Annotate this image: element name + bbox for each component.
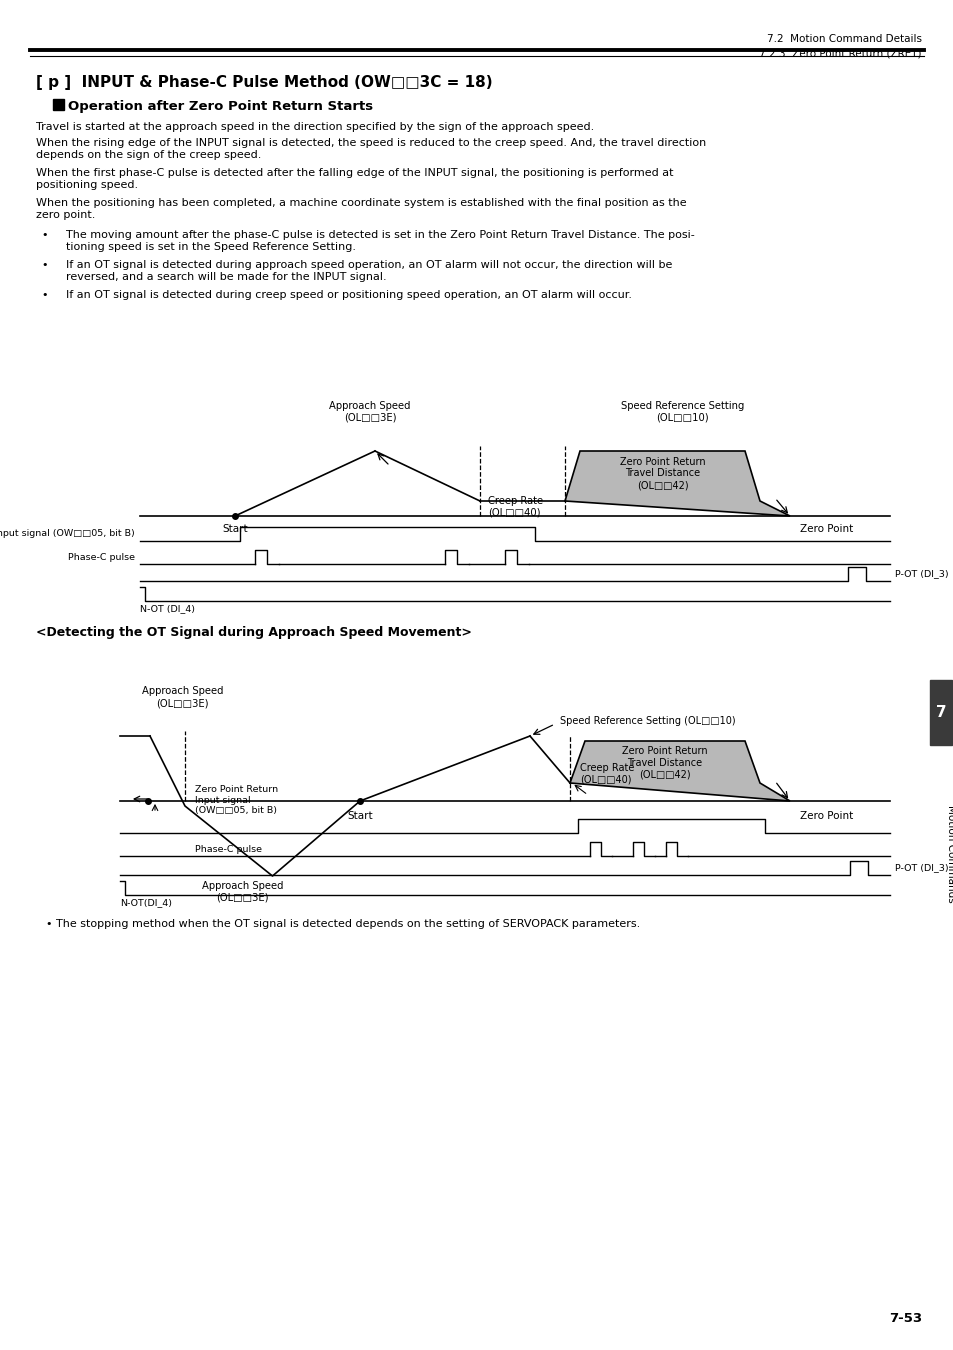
Text: If an OT signal is detected during approach speed operation, an OT alarm will no: If an OT signal is detected during appro… (66, 261, 672, 282)
Text: Creep Rate
(OL□□40): Creep Rate (OL□□40) (488, 495, 542, 517)
Text: Phase-C pulse: Phase-C pulse (68, 552, 135, 562)
Text: The stopping method when the OT signal is detected depends on the setting of SER: The stopping method when the OT signal i… (56, 919, 639, 929)
Polygon shape (564, 451, 789, 516)
Text: Motion Commands: Motion Commands (945, 805, 953, 903)
Text: Zero Point Return
Input signal
(OW□□05, bit B): Zero Point Return Input signal (OW□□05, … (194, 786, 278, 815)
Text: 7: 7 (935, 705, 945, 720)
Text: Travel is started at the approach speed in the direction specified by the sign o: Travel is started at the approach speed … (36, 122, 594, 132)
Text: 7.2.3  Zero Point Return (ZRET): 7.2.3 Zero Point Return (ZRET) (759, 49, 921, 58)
Text: P-OT (DI_3): P-OT (DI_3) (894, 864, 947, 872)
Text: Zero Point Return
Travel Distance
(OL□□42): Zero Point Return Travel Distance (OL□□4… (619, 456, 704, 490)
Text: Zero Point: Zero Point (800, 811, 852, 821)
Text: Start: Start (347, 811, 373, 821)
Text: When the positioning has been completed, a machine coordinate system is establis: When the positioning has been completed,… (36, 198, 686, 220)
Text: •: • (42, 261, 48, 270)
Text: Approach Speed
(OL□□3E): Approach Speed (OL□□3E) (329, 401, 411, 423)
Text: <Detecting the OT Signal during Approach Speed Movement>: <Detecting the OT Signal during Approach… (36, 626, 472, 639)
Text: The moving amount after the phase-C pulse is detected is set in the Zero Point R: The moving amount after the phase-C puls… (66, 231, 694, 252)
Text: N-OT (DI_4): N-OT (DI_4) (140, 603, 194, 613)
Polygon shape (569, 741, 789, 801)
Text: Creep Rate
(OL□□40): Creep Rate (OL□□40) (579, 763, 634, 784)
Text: Zero Point: Zero Point (800, 524, 852, 535)
Text: Zero Point Return Input signal (OW□□05, bit B): Zero Point Return Input signal (OW□□05, … (0, 529, 135, 539)
Text: •: • (42, 290, 48, 301)
Text: If an OT signal is detected during creep speed or positioning speed operation, a: If an OT signal is detected during creep… (66, 290, 631, 301)
Text: Approach Speed
(OL□□3E): Approach Speed (OL□□3E) (201, 882, 283, 903)
Text: 7.2  Motion Command Details: 7.2 Motion Command Details (766, 34, 921, 45)
Text: •: • (46, 919, 52, 929)
Text: When the first phase-C pulse is detected after the falling edge of the INPUT sig: When the first phase-C pulse is detected… (36, 169, 673, 190)
Text: P-OT (DI_3): P-OT (DI_3) (894, 570, 947, 579)
Text: Phase-C pulse: Phase-C pulse (194, 845, 262, 853)
Bar (53, 99, 64, 109)
Text: Approach Speed
(OL□□3E): Approach Speed (OL□□3E) (142, 686, 223, 707)
Text: •: • (42, 231, 48, 240)
Text: Speed Reference Setting (OL□□10): Speed Reference Setting (OL□□10) (559, 716, 735, 726)
Bar (929, 680, 951, 745)
Text: Speed Reference Setting
(OL□□10): Speed Reference Setting (OL□□10) (620, 401, 743, 423)
Text: [ p ]  INPUT & Phase-C Pulse Method (OW□□3C = 18): [ p ] INPUT & Phase-C Pulse Method (OW□□… (36, 76, 492, 90)
Text: Operation after Zero Point Return Starts: Operation after Zero Point Return Starts (68, 100, 373, 113)
Text: Zero Point Return
Travel Distance
(OL□□42): Zero Point Return Travel Distance (OL□□4… (621, 747, 707, 779)
Text: 7-53: 7-53 (888, 1312, 921, 1324)
Text: N-OT(DI_4): N-OT(DI_4) (120, 898, 172, 907)
Text: Start: Start (222, 524, 248, 535)
Text: When the rising edge of the INPUT signal is detected, the speed is reduced to th: When the rising edge of the INPUT signal… (36, 139, 705, 161)
